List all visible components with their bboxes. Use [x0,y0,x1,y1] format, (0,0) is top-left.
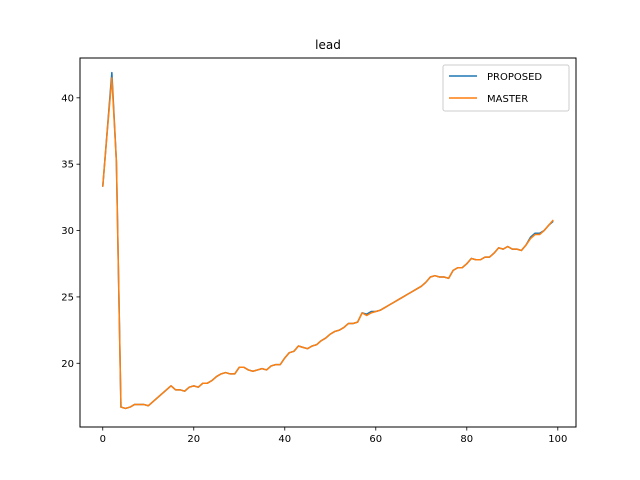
x-tick-label: 40 [278,434,291,445]
plot-area [102,71,554,410]
y-tick-label: 20 [61,359,74,370]
x-tick-label: 0 [100,434,106,445]
legend: PROPOSED MASTER [442,64,570,112]
x-tick-label: 20 [187,434,200,445]
legend-label: MASTER [487,94,528,105]
x-tick-label: 80 [460,434,473,445]
y-tick-label: 40 [61,93,74,104]
y-tick-label: 35 [61,160,74,171]
axes-ticks: 0 20 40 60 80 100 20 25 30 35 40 [61,93,567,445]
chart-title: lead [315,38,341,52]
y-tick-label: 30 [61,226,74,237]
x-tick-label: 60 [369,434,382,445]
legend-label: PROPOSED [487,72,542,83]
x-tick-label: 100 [548,434,567,445]
axes-frame [79,57,577,428]
series-line-master [102,77,554,410]
y-tick-label: 25 [61,292,74,303]
